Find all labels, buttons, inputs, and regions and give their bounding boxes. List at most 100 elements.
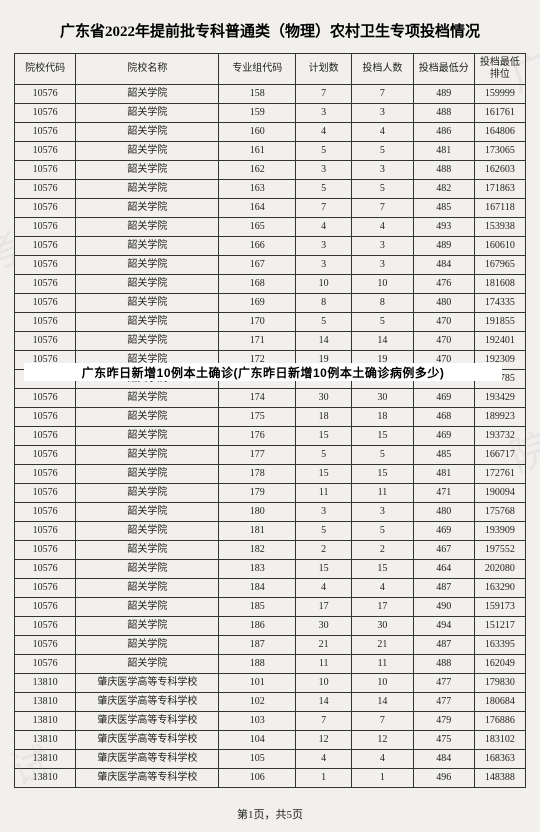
table-cell: 1	[352, 769, 413, 788]
table-cell: 192401	[474, 332, 525, 351]
table-cell: 3	[352, 161, 413, 180]
table-cell: 13810	[15, 750, 76, 769]
table-cell: 4	[296, 123, 352, 142]
table-cell: 3	[352, 104, 413, 123]
table-cell: 488	[413, 655, 474, 674]
table-cell: 2	[352, 541, 413, 560]
table-cell: 469	[413, 427, 474, 446]
table-cell: 202080	[474, 560, 525, 579]
table-cell: 韶关学院	[76, 636, 219, 655]
table-cell: 183	[219, 560, 296, 579]
table-cell: 韶关学院	[76, 579, 219, 598]
table-cell: 4	[296, 750, 352, 769]
table-cell: 159	[219, 104, 296, 123]
table-row: 13810肇庆医学高等专科学校10611496148388	[15, 769, 526, 788]
table-cell: 174335	[474, 294, 525, 313]
table-cell: 11	[352, 655, 413, 674]
table-cell: 13810	[15, 712, 76, 731]
table-cell: 160610	[474, 237, 525, 256]
table-cell: 477	[413, 693, 474, 712]
table-cell: 韶关学院	[76, 256, 219, 275]
table-cell: 102	[219, 693, 296, 712]
table-cell: 174	[219, 389, 296, 408]
table-row: 13810肇庆医学高等专科学校10544484168363	[15, 750, 526, 769]
table-cell: 8	[296, 294, 352, 313]
column-header: 院校代码	[15, 54, 76, 85]
table-cell: 韶关学院	[76, 655, 219, 674]
table-cell: 13810	[15, 731, 76, 750]
table-cell: 30	[352, 389, 413, 408]
table-cell: 3	[296, 503, 352, 522]
table-row: 10576韶关学院17755485166717	[15, 446, 526, 465]
table-cell: 13810	[15, 769, 76, 788]
table-cell: 韶关学院	[76, 522, 219, 541]
table-cell: 175768	[474, 503, 525, 522]
table-cell: 487	[413, 636, 474, 655]
table-cell: 468	[413, 408, 474, 427]
table-cell: 496	[413, 769, 474, 788]
table-cell: 5	[352, 180, 413, 199]
table-cell: 10576	[15, 294, 76, 313]
table-cell: 5	[296, 313, 352, 332]
table-row: 10576韶关学院15933488161761	[15, 104, 526, 123]
table-cell: 7	[296, 712, 352, 731]
table-cell: 187	[219, 636, 296, 655]
table-cell: 188	[219, 655, 296, 674]
column-header: 投档最低排位	[474, 54, 525, 85]
table-cell: 10576	[15, 275, 76, 294]
table-cell: 10	[296, 674, 352, 693]
table-row: 10576韶关学院16633489160610	[15, 237, 526, 256]
table-cell: 162	[219, 161, 296, 180]
table-cell: 167118	[474, 199, 525, 218]
table-cell: 韶关学院	[76, 123, 219, 142]
table-cell: 4	[352, 123, 413, 142]
document-page: 广 考 院 试 广东省2022年提前批专科普通类（物理）农村卫生专项投档情况 院…	[0, 0, 540, 832]
table-cell: 韶关学院	[76, 598, 219, 617]
table-cell: 471	[413, 484, 474, 503]
table-cell: 476	[413, 275, 474, 294]
table-cell: 10576	[15, 446, 76, 465]
table-cell: 肇庆医学高等专科学校	[76, 769, 219, 788]
table-cell: 12	[352, 731, 413, 750]
table-row: 13810肇庆医学高等专科学校1021414477180684	[15, 693, 526, 712]
table-cell: 韶关学院	[76, 218, 219, 237]
table-cell: 18	[352, 408, 413, 427]
table-body: 10576韶关学院1587748915999910576韶关学院15933488…	[15, 85, 526, 788]
table-cell: 3	[296, 237, 352, 256]
table-row: 13810肇庆医学高等专科学校1041212475183102	[15, 731, 526, 750]
table-cell: 10576	[15, 161, 76, 180]
table-cell: 10576	[15, 123, 76, 142]
table-cell: 181608	[474, 275, 525, 294]
table-cell: 韶关学院	[76, 541, 219, 560]
table-cell: 176886	[474, 712, 525, 731]
table-cell: 162603	[474, 161, 525, 180]
table-cell: 30	[296, 617, 352, 636]
table-cell: 158	[219, 85, 296, 104]
table-cell: 166717	[474, 446, 525, 465]
table-row: 10576韶关学院18222467197552	[15, 541, 526, 560]
table-cell: 170	[219, 313, 296, 332]
table-cell: 11	[352, 484, 413, 503]
table-cell: 韶关学院	[76, 617, 219, 636]
table-cell: 15	[352, 465, 413, 484]
column-header: 计划数	[296, 54, 352, 85]
table-cell: 168	[219, 275, 296, 294]
column-header: 院校名称	[76, 54, 219, 85]
table-cell: 5	[296, 180, 352, 199]
table-cell: 10576	[15, 655, 76, 674]
table-cell: 475	[413, 731, 474, 750]
table-cell: 14	[296, 693, 352, 712]
table-cell: 10576	[15, 636, 76, 655]
table-row: 10576韶关学院1781515481172761	[15, 465, 526, 484]
table-cell: 101	[219, 674, 296, 693]
table-cell: 479	[413, 712, 474, 731]
table-cell: 7	[352, 199, 413, 218]
table-row: 10576韶关学院16233488162603	[15, 161, 526, 180]
table-cell: 494	[413, 617, 474, 636]
table-cell: 164806	[474, 123, 525, 142]
table-cell: 11	[296, 484, 352, 503]
table-cell: 韶关学院	[76, 294, 219, 313]
table-cell: 10576	[15, 142, 76, 161]
table-row: 10576韶关学院1872121487163395	[15, 636, 526, 655]
table-cell: 15	[352, 427, 413, 446]
